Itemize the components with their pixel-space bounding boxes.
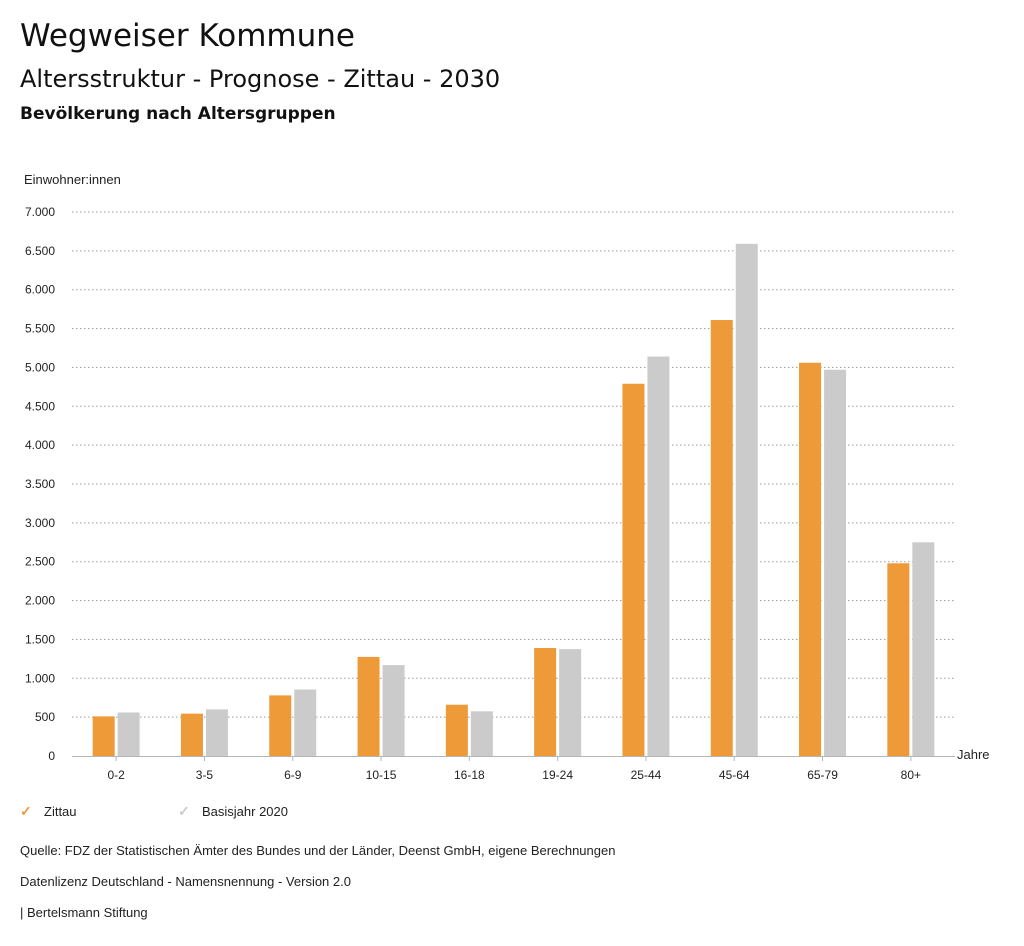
y-tick-label: 4.000 (25, 438, 55, 452)
y-tick-label: 500 (35, 710, 55, 724)
bar-zittau-0-2 (92, 716, 115, 756)
y-tick-label: 1.500 (25, 632, 55, 646)
y-tick-label: 2.500 (25, 555, 55, 569)
bar-basisjahr-19-24 (559, 649, 582, 756)
y-tick-label: 6.500 (25, 244, 55, 258)
y-tick-label: 1.000 (25, 671, 55, 685)
y-tick-label: 2.000 (25, 594, 55, 608)
bar-zittau-19-24 (534, 647, 557, 756)
publisher-note: | Bertelsmann Stiftung (20, 905, 148, 920)
bar-basisjahr-80+ (912, 542, 935, 756)
check-icon: ✓ (178, 803, 190, 819)
section-title: Bevölkerung nach Altersgruppen (20, 104, 336, 124)
y-tick-label: 3.500 (25, 477, 55, 491)
check-icon: ✓ (20, 803, 32, 819)
bar-basisjahr-3-5 (205, 709, 228, 756)
bar-basisjahr-16-18 (470, 711, 493, 756)
legend-label: Basisjahr 2020 (202, 804, 288, 819)
bar-basisjahr-45-64 (735, 243, 758, 756)
bar-basisjahr-6-9 (294, 689, 317, 756)
bar-basisjahr-0-2 (117, 712, 140, 756)
x-axis-label: Jahre (957, 747, 990, 762)
x-tick-label: 65-79 (807, 768, 838, 782)
source-note: Quelle: FDZ der Statistischen Ämter des … (20, 843, 616, 858)
x-tick-label: 19-24 (542, 768, 573, 782)
x-tick-label: 25-44 (631, 768, 662, 782)
x-tick-label: 80+ (901, 768, 921, 782)
axes: Einwohner:innen 0 500 1.000 1.500 2.000 2.500 3… (24, 172, 990, 782)
bar-chart: Einwohner:innen 0 500 1.000 1.500 2.000 2.500 3… (24, 172, 990, 782)
x-tick-label: 3-5 (196, 768, 214, 782)
bar-zittau-6-9 (269, 695, 292, 756)
x-tick-label: 0-2 (107, 768, 125, 782)
grid-lines (72, 211, 955, 718)
legend-item-basisjahr[interactable]: ✓ Basisjahr 2020 (178, 803, 288, 820)
y-tick-label: 3.000 (25, 516, 55, 530)
x-tick-label: 6-9 (284, 768, 302, 782)
bar-basisjahr-25-44 (647, 356, 670, 756)
bar-zittau-10-15 (357, 656, 380, 756)
bars (92, 243, 935, 756)
y-tick-label: 0 (48, 749, 55, 763)
x-tick-label: 45-64 (719, 768, 750, 782)
bar-zittau-80+ (887, 563, 910, 756)
bar-zittau-65-79 (799, 362, 822, 756)
page-title: Wegweiser Kommune (20, 18, 355, 54)
bar-zittau-25-44 (622, 383, 645, 756)
license-note: Datenlizenz Deutschland - Namensnennung … (20, 874, 351, 889)
y-tick-label: 6.000 (25, 283, 55, 297)
legend-label: Zittau (44, 804, 77, 819)
bar-zittau-45-64 (710, 320, 733, 756)
x-tick-label: 10-15 (366, 768, 397, 782)
y-axis-label: Einwohner:innen (24, 172, 121, 187)
y-tick-label: 4.500 (25, 399, 55, 413)
chart-subtitle: Altersstruktur - Prognose - Zittau - 203… (20, 65, 501, 93)
bar-zittau-3-5 (180, 713, 203, 756)
bar-zittau-16-18 (445, 704, 468, 756)
bar-basisjahr-65-79 (824, 369, 847, 756)
legend-item-zittau[interactable]: ✓ Zittau (20, 803, 77, 820)
bar-basisjahr-10-15 (382, 665, 405, 756)
y-tick-label: 5.500 (25, 322, 55, 336)
y-tick-label: 7.000 (25, 205, 55, 219)
y-tick-label: 5.000 (25, 360, 55, 374)
x-tick-label: 16-18 (454, 768, 485, 782)
